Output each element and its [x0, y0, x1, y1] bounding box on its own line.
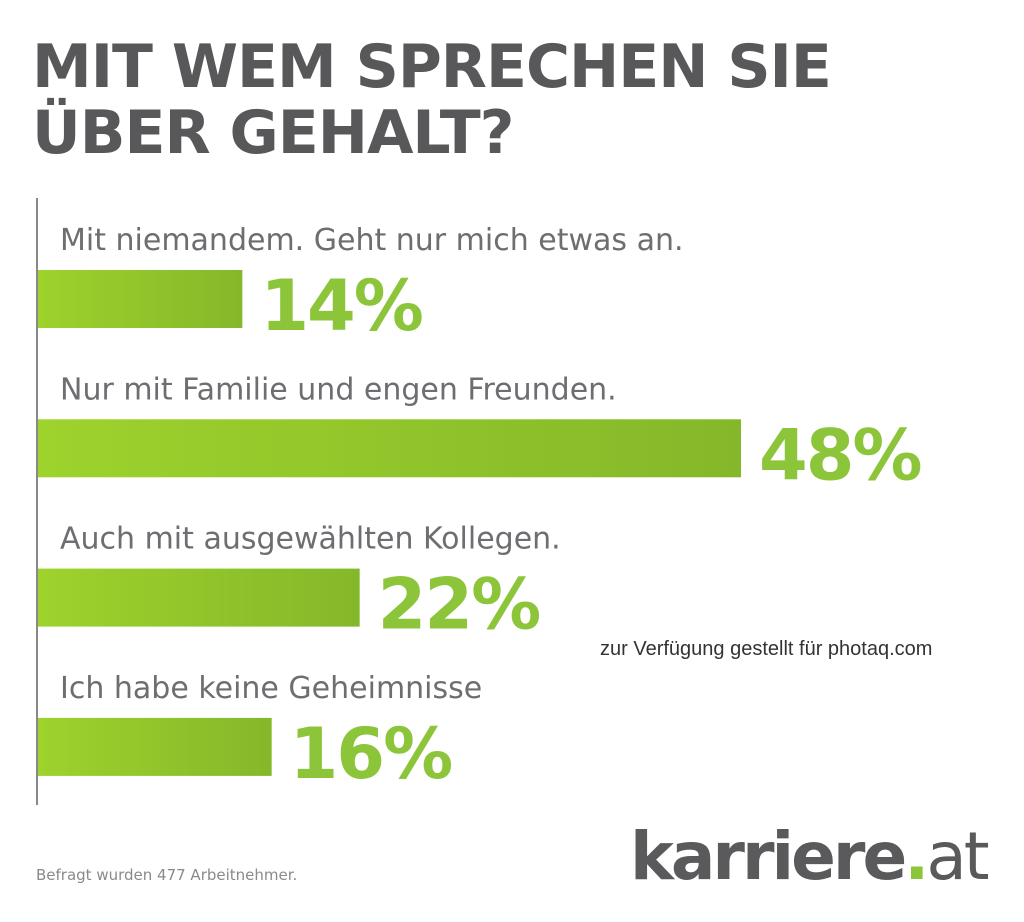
- chart-title: MIT WEM SPRECHEN SIE ÜBER GEHALT?: [32, 32, 832, 168]
- value-label: 14%: [260, 265, 422, 347]
- category-label: Auch mit ausgewählten Kollegen.: [60, 522, 561, 557]
- bar: [38, 419, 741, 478]
- category-label: Mit niemandem. Geht nur mich etwas an.: [60, 223, 684, 258]
- logo-name: karriere: [630, 818, 907, 895]
- bar: [38, 717, 272, 776]
- karriere-logo: karriere.at: [630, 818, 990, 895]
- logo-tld: at: [926, 818, 989, 895]
- value-label: 22%: [378, 564, 540, 646]
- category-label: Ich habe keine Geheimnisse: [60, 671, 482, 706]
- logo-dot: .: [904, 818, 929, 895]
- value-label: 48%: [759, 414, 921, 496]
- bar: [38, 270, 243, 328]
- value-label: 16%: [290, 713, 452, 795]
- category-label: Nur mit Familie und engen Freunden.: [60, 372, 617, 407]
- footnote: Befragt wurden 477 Arbeitnehmer.: [36, 866, 298, 884]
- watermark: zur Verfügung gestellt für photaq.com: [600, 638, 933, 660]
- bar: [38, 568, 360, 627]
